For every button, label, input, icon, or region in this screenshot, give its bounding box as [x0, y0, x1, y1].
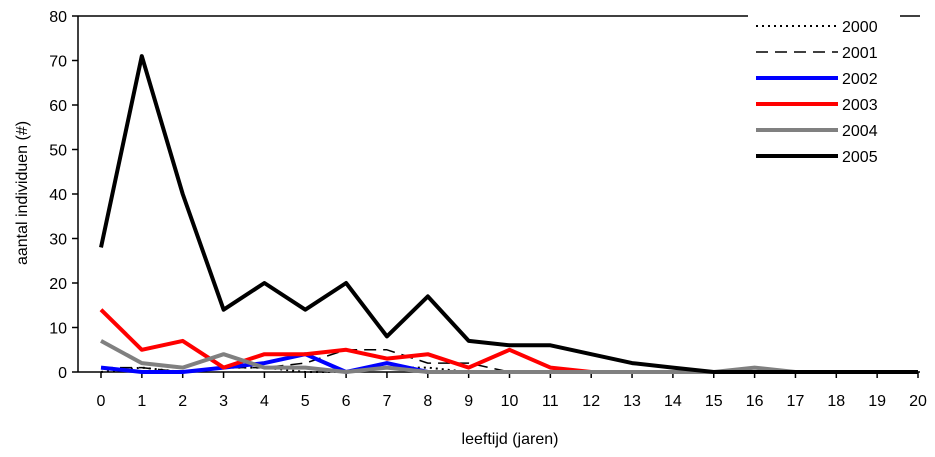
x-tick-label: 12	[582, 393, 600, 410]
x-tick-label: 7	[382, 393, 391, 410]
chart-series	[99, 54, 918, 374]
x-tick-label: 4	[260, 393, 269, 410]
x-tick-label: 10	[501, 393, 519, 410]
x-axis-title: leeftijd (jaren)	[462, 431, 559, 448]
x-tick-label: 1	[137, 393, 146, 410]
x-tick-label: 5	[301, 393, 310, 410]
x-tick-label: 18	[827, 393, 845, 410]
x-tick-label: 19	[868, 393, 886, 410]
legend-label-2002: 2002	[842, 71, 878, 88]
legend-label-2000: 2000	[842, 19, 878, 36]
legend-label-2003: 2003	[842, 97, 878, 114]
y-tick-label: 20	[49, 276, 67, 293]
x-tick-label: 6	[342, 393, 351, 410]
legend: 2000 2001 2002 2003 2004 2005	[748, 8, 900, 168]
series-line-2003	[99, 308, 918, 374]
x-tick-label: 15	[705, 393, 723, 410]
x-tick-label: 13	[623, 393, 641, 410]
y-axis-title: aantal individuen (#)	[14, 121, 31, 265]
series-line-2005	[99, 54, 918, 374]
x-tick-label: 0	[97, 393, 106, 410]
x-tick-label: 11	[542, 393, 559, 410]
y-tick-label: 80	[49, 9, 67, 26]
x-tick-label: 14	[664, 393, 682, 410]
y-tick-label: 30	[49, 232, 67, 249]
y-tick-label: 0	[58, 365, 67, 382]
y-tick-label: 10	[49, 321, 67, 338]
legend-label-2004: 2004	[842, 123, 878, 140]
x-tick-label: 20	[909, 393, 927, 410]
x-tick-label: 17	[787, 393, 805, 410]
x-tick-labels: 0 1 2 3 4 5 6 7 8 9 10 11 12 13 14 15 16 17 18 19 20	[97, 393, 927, 410]
y-tick-labels: 0 10 20 30 40 50 60 70 80	[49, 9, 67, 382]
y-tick-label: 60	[49, 98, 67, 115]
legend-background	[748, 8, 900, 168]
x-tick-label: 2	[178, 393, 187, 410]
y-tick-label: 40	[49, 187, 67, 204]
legend-label-2005: 2005	[842, 149, 878, 166]
x-tick-label: 8	[423, 393, 432, 410]
y-tick-label: 50	[49, 143, 67, 160]
legend-label-2001: 2001	[842, 45, 878, 62]
x-tick-label: 16	[746, 393, 764, 410]
y-tick-label: 70	[49, 54, 67, 71]
x-tick-label: 3	[219, 393, 228, 410]
x-tick-label: 9	[464, 393, 473, 410]
